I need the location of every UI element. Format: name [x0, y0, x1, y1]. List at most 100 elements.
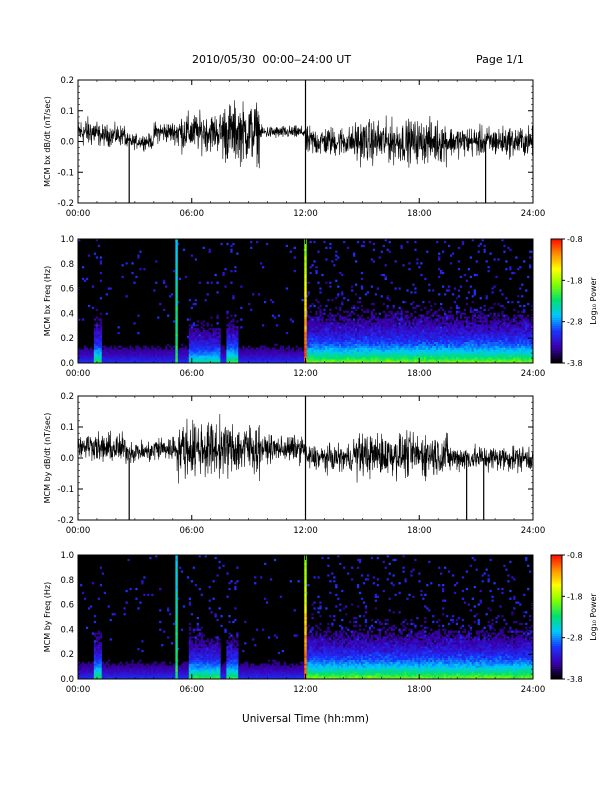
spectrogram-cell — [380, 335, 383, 339]
spectrogram-cell — [297, 357, 300, 360]
spectrogram-cell — [103, 357, 106, 360]
spectrogram-cell — [97, 355, 101, 358]
spectrogram-cell — [115, 357, 118, 360]
spectral-line-cell — [304, 306, 307, 310]
spectrogram-cell — [131, 357, 134, 360]
spectrogram-cell — [311, 316, 314, 319]
spectrogram-cell — [495, 337, 498, 341]
spectrogram-cell — [487, 351, 490, 354]
spectrogram-cell — [521, 337, 524, 341]
spectrogram-cell — [161, 361, 164, 364]
spectrogram-cell — [295, 351, 298, 354]
spectrogram-cell — [343, 343, 346, 346]
spectrogram-cell — [176, 353, 180, 356]
spectrogram-cell — [99, 347, 103, 350]
spectrogram-cell — [483, 359, 486, 362]
spectrogram-cell — [442, 250, 445, 253]
spectrogram-cell — [527, 330, 530, 333]
spectrogram-cell — [489, 335, 492, 339]
spectrogram-cell — [143, 359, 146, 362]
spectrogram-cell — [202, 320, 205, 323]
spectrogram-cell — [354, 326, 358, 329]
spectrogram-cell — [139, 361, 142, 364]
spectrogram-cell — [85, 351, 89, 354]
spectrogram-cell — [325, 326, 328, 329]
spectrogram-cell — [248, 355, 251, 358]
spectrogram-cell — [414, 339, 417, 342]
spectrogram-cell — [432, 289, 435, 292]
colorbar-band — [551, 344, 562, 347]
spectrogram-cell — [501, 335, 504, 339]
spectrogram-cell — [370, 333, 374, 337]
spectrogram-cell — [442, 341, 445, 344]
spectrogram-cell — [380, 326, 383, 329]
spectrogram-cell — [170, 357, 174, 360]
spectrogram-cell — [438, 343, 441, 346]
spectrogram-cell — [83, 347, 87, 350]
spectrogram-cell — [449, 330, 453, 333]
spectrogram-cell — [297, 347, 300, 350]
spectrogram-cell — [513, 339, 516, 342]
spectrogram-cell — [333, 351, 336, 354]
spectrogram-cell — [475, 273, 478, 277]
spectrogram-cell — [307, 330, 310, 333]
spectrogram-cell — [396, 316, 399, 319]
spectrogram-cell — [422, 355, 425, 358]
spectrogram-cell — [184, 275, 188, 279]
spectrogram-cell — [432, 341, 435, 344]
spectrogram-cell — [473, 351, 476, 354]
spectrogram-cell — [531, 304, 534, 308]
spectrogram-cell — [525, 361, 528, 364]
spectrogram-cell — [293, 359, 296, 362]
spectrogram-cell — [509, 320, 512, 323]
spectrogram-cell — [137, 355, 140, 358]
spectrogram-cell — [402, 341, 405, 344]
spectrogram-cell — [323, 330, 326, 333]
spectrogram-cell — [89, 353, 93, 356]
spectrogram-cell — [459, 345, 463, 348]
spectrogram-cell — [161, 353, 164, 356]
spectrogram-cell — [319, 341, 322, 344]
spectrogram-cell — [463, 361, 467, 364]
spectrogram-cell — [493, 341, 496, 344]
spectrogram-cell — [190, 347, 194, 350]
spectrogram-cell — [382, 322, 385, 325]
spectrogram-cell — [188, 355, 192, 358]
spectrogram-cell — [473, 273, 476, 277]
spectrogram-cell — [398, 353, 401, 356]
spectrogram-cell — [473, 291, 476, 294]
spectrogram-cell — [461, 242, 465, 246]
spectrogram-cell — [125, 347, 128, 350]
spectrogram-cell — [445, 328, 449, 331]
spectrogram-cell — [491, 287, 494, 290]
spectrogram-cell — [463, 349, 467, 352]
spectrogram-cell — [489, 330, 492, 333]
spectrogram-cell — [214, 351, 217, 354]
spectrogram-cell — [459, 322, 463, 325]
spectrogram-cell — [465, 355, 469, 358]
spectrogram-cell — [176, 301, 180, 304]
spectrogram-cell — [293, 355, 296, 358]
spectrogram-cell — [493, 328, 496, 331]
spectral-line-cell — [304, 244, 307, 248]
spectrogram-cell — [386, 332, 389, 335]
spectrogram-cell — [117, 351, 120, 354]
spectrogram-cell — [226, 310, 229, 313]
spectrogram-cell — [479, 297, 482, 300]
spectrogram-cell — [364, 328, 368, 331]
spectrogram-cell — [115, 355, 118, 358]
spectrogram-cell — [319, 304, 322, 308]
spectrogram-cell — [392, 341, 395, 344]
spectrogram-cell — [354, 333, 358, 337]
spectrogram-cell — [436, 240, 439, 244]
spectrogram-cell — [485, 320, 488, 323]
spectrogram-cell — [436, 337, 439, 341]
spectrogram-cell — [230, 320, 233, 323]
spectrogram-cell — [527, 314, 530, 317]
spectrogram-cell — [434, 333, 437, 337]
spectrogram-cell — [414, 351, 417, 354]
spectrogram-cell — [495, 326, 498, 329]
spectrogram-cell — [218, 345, 221, 348]
spectrogram-cell — [352, 351, 356, 354]
spectrogram-cell — [430, 314, 433, 317]
